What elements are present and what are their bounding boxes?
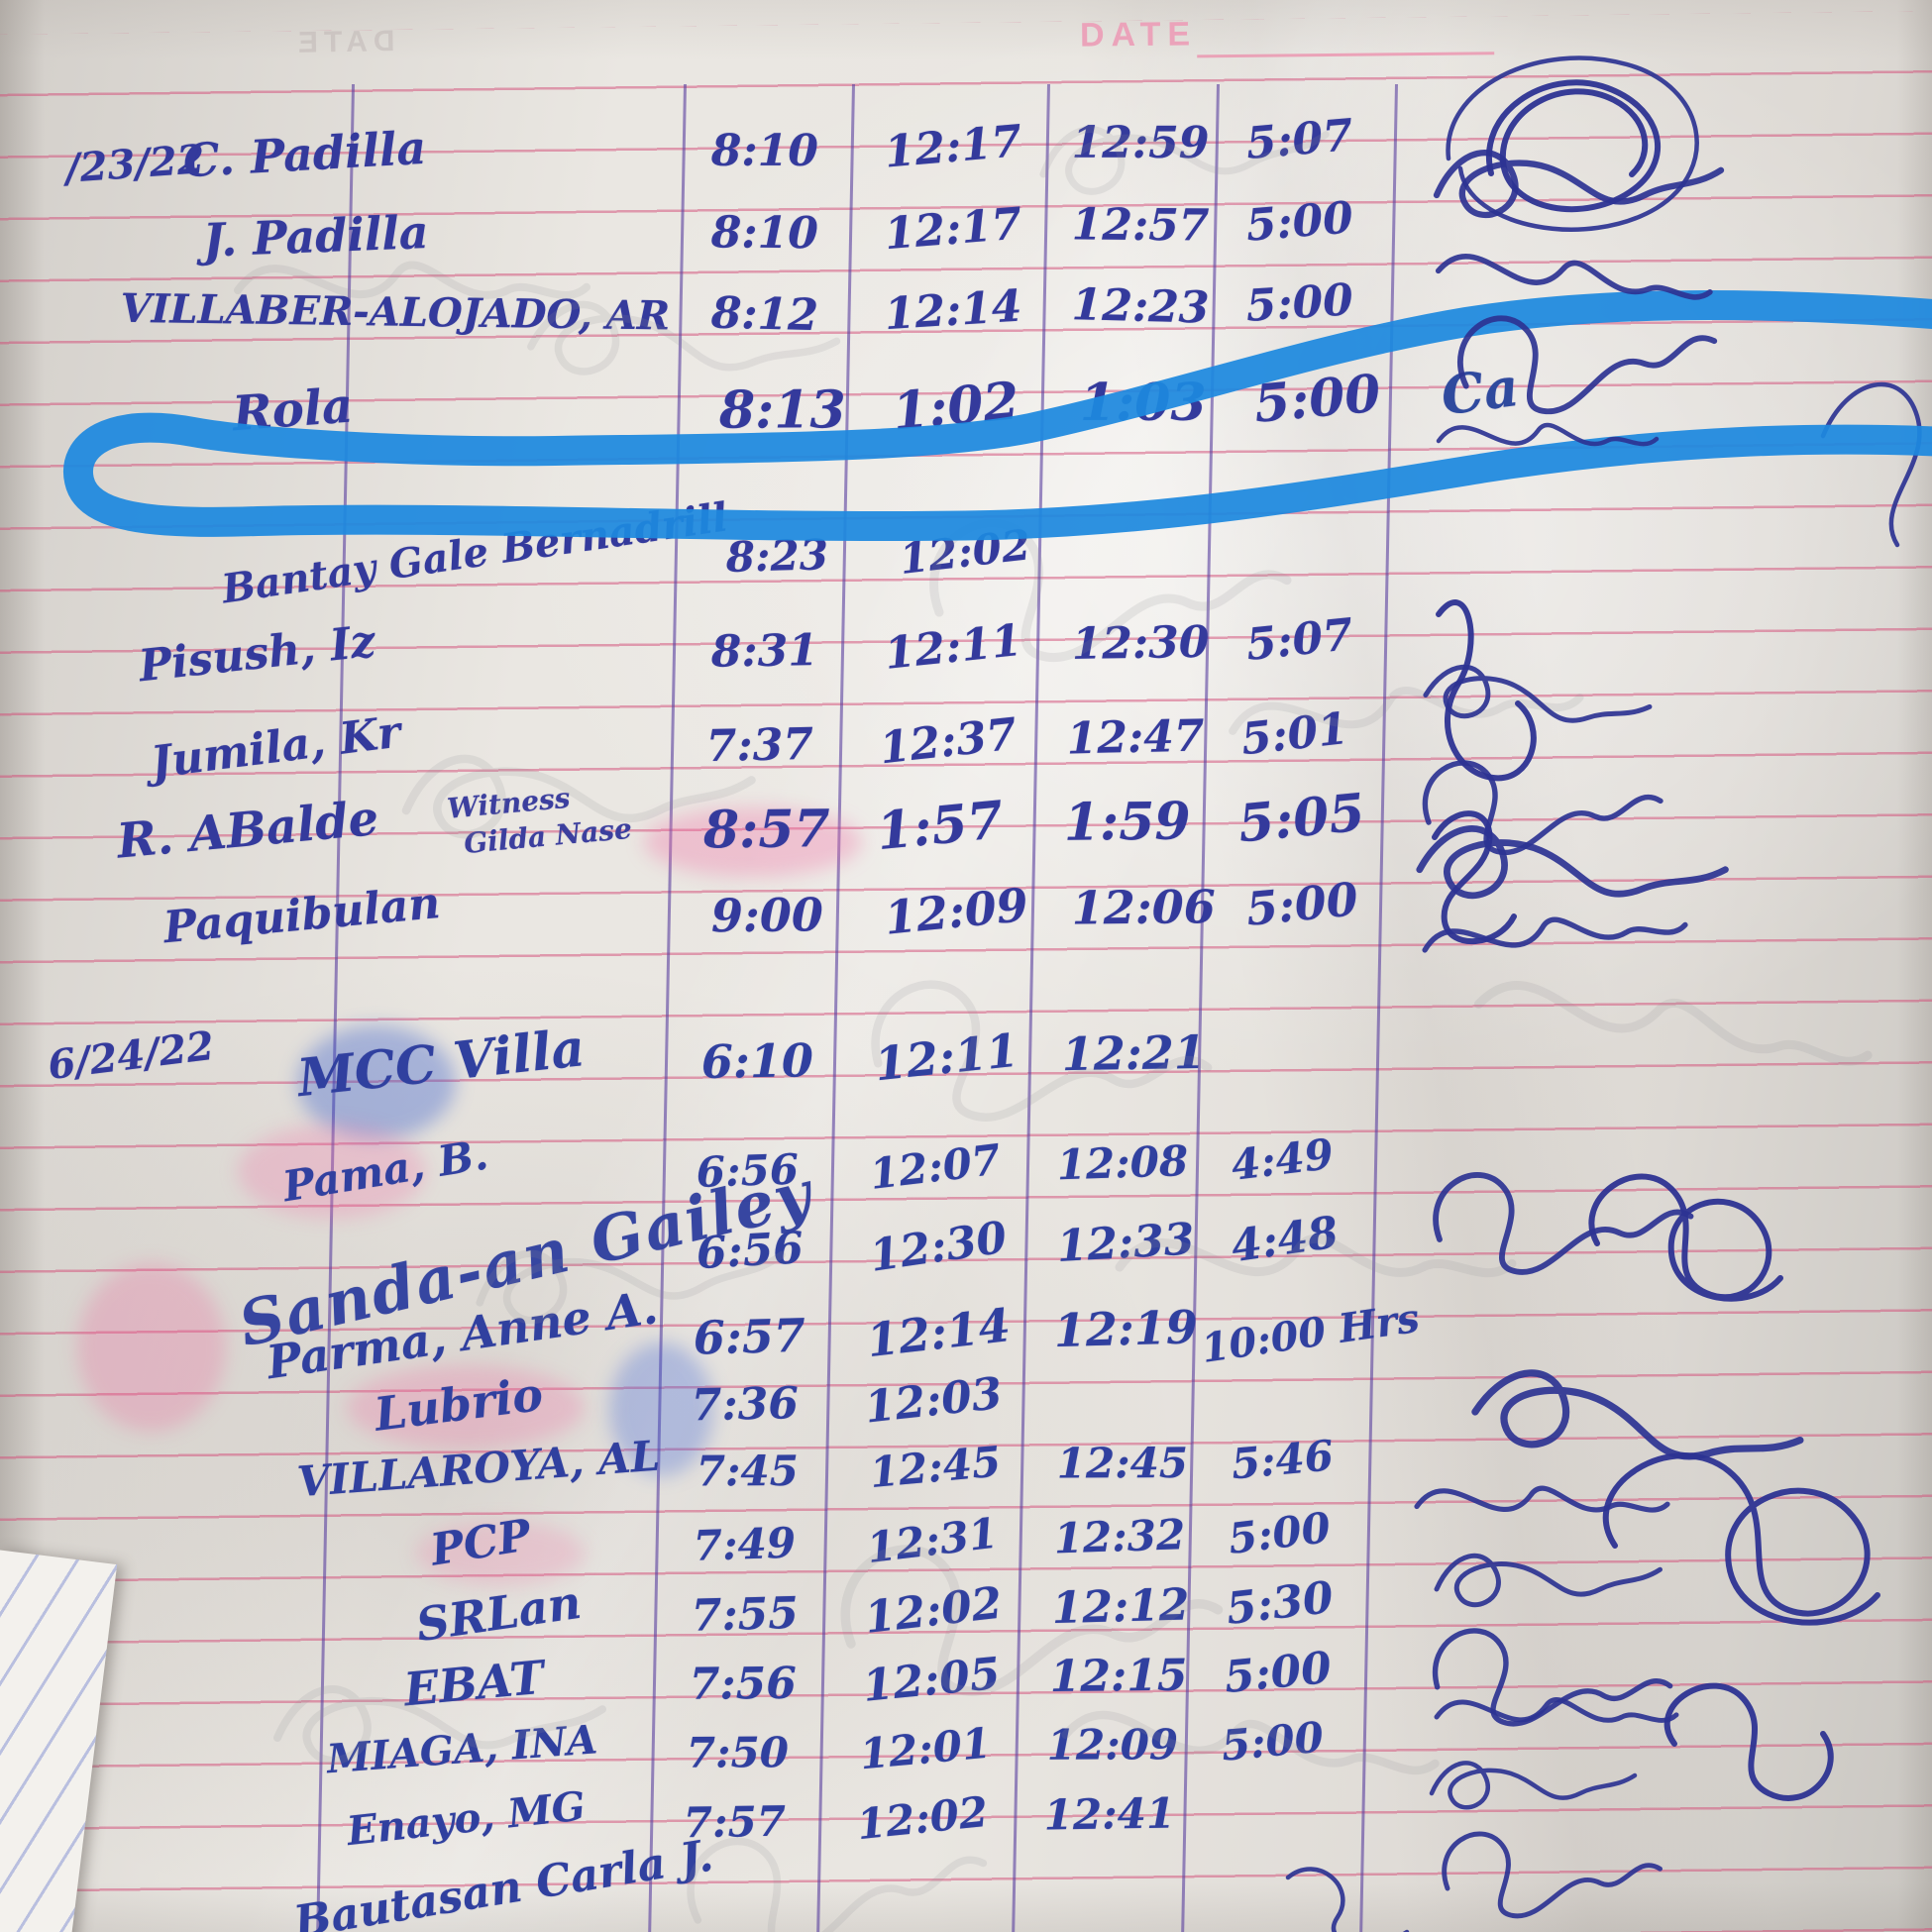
time-cell: 5:00	[1243, 192, 1355, 252]
time-cell: 12:19	[1053, 1300, 1199, 1358]
time-cell: 1:57	[874, 790, 1007, 863]
time-cell: 12:23	[1071, 279, 1211, 334]
time-cell: 12:11	[872, 1022, 1021, 1092]
time-cell: 7:56	[689, 1658, 798, 1710]
time-cell: 5:30	[1224, 1571, 1337, 1635]
date-label-text: DATE	[1079, 15, 1198, 54]
time-cell: 12:17	[882, 198, 1024, 261]
worker-name: Rola	[230, 377, 355, 443]
time-cell: 5:07	[1243, 110, 1355, 170]
time-cell: 12:57	[1071, 199, 1210, 252]
time-cell: 7:37	[705, 718, 814, 773]
signature-initials: Ca	[1437, 355, 1523, 428]
time-cell: 8:31	[710, 625, 819, 678]
time-cell: 12:31	[864, 1508, 1001, 1573]
time-cell: 5:00	[1222, 1642, 1334, 1704]
time-cell: 12:11	[882, 614, 1024, 680]
time-cell: 5:01	[1238, 702, 1351, 766]
time-cell: 5:46	[1229, 1431, 1336, 1489]
time-cell: 12:12	[1051, 1579, 1191, 1635]
time-cell: 12:01	[857, 1718, 994, 1779]
worker-name: PCP	[427, 1510, 535, 1576]
time-cell: 12:14	[864, 1298, 1014, 1368]
time-cell: 12:37	[877, 708, 1020, 775]
time-cell: 12:03	[862, 1367, 1005, 1434]
time-cell: 9:00	[710, 888, 824, 943]
time-cell: 5:00	[1226, 1502, 1334, 1563]
time-cell: 12:02	[897, 520, 1033, 584]
time-cell: 5:05	[1235, 782, 1368, 855]
time-cell: 8:12	[710, 287, 819, 342]
time-cell: 12:45	[1056, 1439, 1189, 1488]
time-cell: 12:14	[883, 280, 1023, 341]
time-cell: 5:07	[1243, 609, 1356, 671]
time-cell: 7:50	[686, 1728, 790, 1777]
time-cell: 12:09	[1046, 1720, 1179, 1770]
worker-name: VILLABER-ALOJADO, AR	[120, 284, 671, 340]
worker-name: J. Padilla	[201, 204, 430, 268]
time-cell: 12:09	[882, 877, 1031, 945]
time-cell: 5:00	[1219, 1712, 1326, 1771]
time-cell: 5:00	[1244, 274, 1355, 332]
time-cell: 12:15	[1049, 1650, 1188, 1702]
time-cell: 12:21	[1061, 1024, 1207, 1082]
time-cell: 12:02	[854, 1786, 991, 1850]
time-cell: 7:55	[691, 1587, 800, 1642]
time-cell: 12:59	[1071, 117, 1210, 169]
time-cell: 12:05	[860, 1648, 1003, 1712]
time-cell: 1:03	[1079, 372, 1207, 434]
time-cell: 12:47	[1066, 710, 1205, 765]
time-cell: 12:06	[1071, 880, 1217, 935]
time-cell: 8:10	[710, 125, 818, 176]
time-cell: 7:36	[691, 1378, 800, 1432]
time-cell: 8:13	[718, 379, 846, 441]
time-cell: 6:57	[693, 1308, 806, 1365]
time-cell: 8:57	[702, 799, 830, 861]
time-cell: 12:45	[867, 1437, 1004, 1498]
time-cell: 12:41	[1043, 1788, 1176, 1840]
time-cell: 1:59	[1063, 791, 1191, 853]
worker-name: C. Padilla	[181, 120, 428, 188]
time-cell: 8:10	[710, 207, 819, 260]
time-cell: 12:33	[1055, 1214, 1196, 1273]
time-cell: 5:00	[1251, 363, 1384, 435]
printed-date-header: DATE	[1079, 15, 1495, 58]
time-cell: 12:32	[1052, 1510, 1186, 1563]
time-cell: 5:00	[1243, 872, 1361, 936]
time-cell: 1:02	[890, 371, 1022, 443]
time-cell: 6:56	[695, 1223, 805, 1280]
time-cell: 7:45	[696, 1447, 800, 1496]
time-cell: 6:10	[700, 1033, 814, 1089]
time-cell: 12:07	[867, 1134, 1004, 1199]
time-cell: 12:30	[866, 1212, 1011, 1282]
time-cell: 12:17	[882, 116, 1024, 178]
time-cell: 12:30	[1071, 616, 1210, 670]
time-cell: 7:49	[693, 1518, 797, 1570]
worker-name: Lubrio	[372, 1366, 546, 1442]
worker-name: EBAT	[401, 1650, 547, 1717]
time-cell: 4:49	[1229, 1128, 1337, 1190]
ghost-date-label: DATE	[291, 25, 395, 59]
time-cell: 8:23	[725, 530, 829, 582]
time-cell: 4:48	[1228, 1207, 1342, 1273]
time-cell: 12:02	[862, 1577, 1005, 1644]
time-cell: 12:08	[1055, 1136, 1189, 1190]
